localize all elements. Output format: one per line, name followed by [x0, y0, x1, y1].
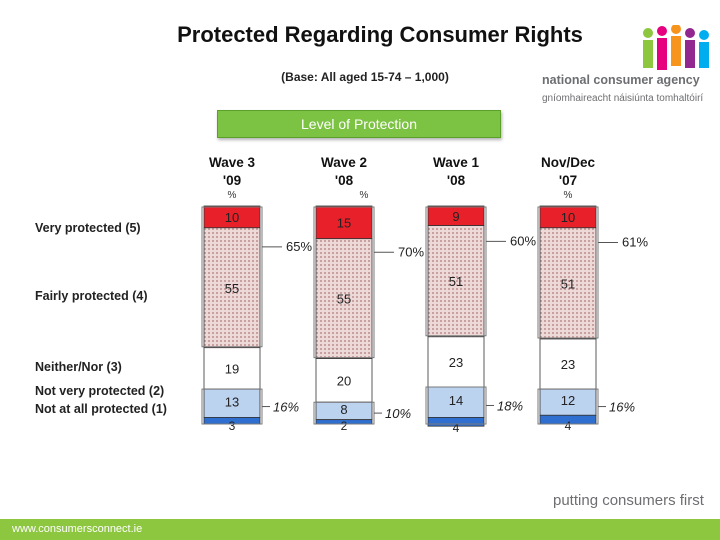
bar-segment-fairly — [315, 238, 373, 359]
bar-segment-neither — [427, 336, 485, 388]
bar-segment-neither — [203, 347, 261, 390]
bar-value-label: 2 — [341, 419, 348, 433]
bar-value-label: 12 — [561, 393, 575, 408]
logo-name-irish: gníomhaireacht náisiúnta tomhaltóirí — [542, 93, 704, 104]
top-box-outline — [425, 206, 487, 337]
category-label: Wave 2 — [321, 155, 367, 170]
tagline: putting consumers first — [553, 492, 704, 509]
bar-value-label: 23 — [561, 357, 575, 372]
percent-unit-label: % — [228, 190, 237, 201]
category-label: Wave 1 — [433, 155, 480, 170]
row-label: Very protected (5) — [35, 221, 141, 235]
bar-segment-fairly — [203, 227, 261, 349]
bar-value-label: 19 — [225, 361, 239, 376]
bar-segment-very — [315, 205, 373, 240]
percent-unit-label: % — [564, 190, 573, 201]
top-box-percent: 61% — [622, 234, 648, 249]
footer-url: www.consumersconnect.ie — [12, 523, 143, 535]
bottom-box-percent: 18% — [497, 398, 523, 413]
bottom-box-percent: 16% — [273, 400, 299, 415]
bar-value-label: 9 — [452, 209, 459, 224]
bar-value-label: 51 — [561, 276, 575, 291]
row-label: Fairly protected (4) — [35, 289, 148, 303]
level-of-protection-banner: Level of Protection — [217, 110, 501, 138]
people-logo-icon — [643, 25, 709, 70]
category-label: Nov/Dec — [541, 155, 596, 170]
bar-value-label: 51 — [449, 274, 463, 289]
bar-value-label: 8 — [340, 402, 347, 417]
bar-value-label: 4 — [565, 419, 572, 433]
base-note: (Base: All aged 15-74 – 1,000) — [281, 70, 449, 84]
bar-segment-notvery — [203, 388, 261, 418]
nca-logo: national consumer agency gníomhaireacht … — [542, 25, 712, 115]
bottom-box-outline — [537, 388, 599, 425]
category-year-label: '08 — [335, 173, 354, 188]
bar-value-label: 55 — [225, 281, 239, 296]
top-box-outline — [201, 206, 263, 348]
bar-value-label: 10 — [225, 210, 239, 225]
row-label: Not at all protected (1) — [35, 402, 167, 416]
bottom-box-outline — [201, 388, 263, 425]
bottom-box-outline — [425, 386, 487, 425]
bottom-box-percent: 16% — [609, 400, 635, 415]
bar-value-label: 13 — [225, 394, 239, 409]
percent-unit-label: % — [360, 190, 369, 201]
bar-segment-neither — [539, 338, 597, 390]
row-label: Neither/Nor (3) — [35, 360, 122, 374]
bar-segment-notvery — [427, 386, 485, 418]
top-box-percent: 65% — [286, 239, 312, 254]
top-box-percent: 60% — [510, 233, 536, 248]
bar-value-label: 10 — [561, 210, 575, 225]
bar-segment-notatall — [427, 417, 485, 427]
bar-segment-fairly — [427, 225, 485, 338]
bar-value-label: 14 — [449, 393, 463, 408]
category-label: Wave 3 — [209, 155, 256, 170]
top-box-outline — [537, 206, 599, 339]
page-title: Protected Regarding Consumer Rights — [177, 22, 583, 47]
category-year-label: '09 — [223, 173, 241, 188]
top-box-percent: 70% — [398, 244, 424, 259]
bar-value-label: 23 — [449, 355, 463, 370]
category-year-label: '08 — [447, 173, 466, 188]
bar-value-label: 20 — [337, 373, 351, 388]
top-box-outline — [313, 206, 375, 359]
bottom-box-percent: 10% — [385, 406, 411, 421]
footer-bar: www.consumersconnect.ie — [0, 519, 720, 540]
bar-segment-neither — [315, 358, 373, 403]
bar-value-label: 4 — [453, 421, 460, 435]
bar-value-label: 3 — [229, 419, 236, 433]
row-label: Not very protected (2) — [35, 384, 164, 398]
bar-value-label: 15 — [337, 215, 351, 230]
bottom-box-outline — [313, 401, 375, 425]
category-year-label: '07 — [559, 173, 577, 188]
bar-value-label: 55 — [337, 292, 351, 307]
logo-name: national consumer agency — [542, 73, 700, 87]
